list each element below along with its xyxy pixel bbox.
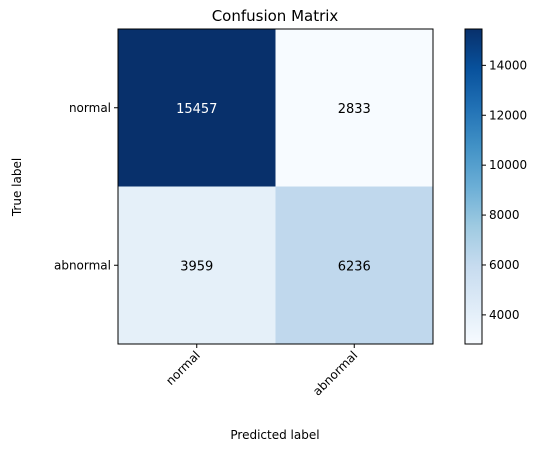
heatmap-cell	[275, 186, 433, 344]
cell-value-label: 6236	[338, 259, 371, 274]
x-tick-label: normal	[163, 348, 203, 388]
plot-frame	[117, 28, 434, 345]
cell-value-label: 15457	[176, 102, 217, 117]
heatmap-cell	[118, 29, 276, 187]
colorbar-tick-label: 6000	[489, 258, 520, 272]
colorbar-tick-label: 4000	[489, 308, 520, 322]
cell-value-label: 2833	[338, 102, 371, 117]
y-tick-label: abnormal	[54, 258, 111, 272]
colorbar-tick-group: 4000 6000 8000 10000 12000 14000	[482, 58, 527, 322]
colorbar-tick-label: 8000	[489, 208, 520, 222]
heatmap-cells: 15457 2833 3959 6236	[118, 29, 433, 344]
y-tick-group: normal abnormal	[54, 101, 118, 272]
heatmap-cell	[118, 186, 276, 344]
x-tick-group: normal abnormal	[163, 344, 360, 398]
colorbar-tick-label: 10000	[489, 158, 527, 172]
chart-title: Confusion Matrix	[212, 7, 339, 25]
colorbar-tick-label: 14000	[489, 58, 527, 72]
y-axis-label: True label	[10, 158, 24, 217]
colorbar	[464, 28, 483, 345]
x-tick-label: abnormal	[310, 348, 360, 398]
colorbar-tick-label: 12000	[489, 108, 527, 122]
heatmap-cell	[275, 29, 433, 187]
y-tick-label: normal	[69, 101, 111, 115]
x-axis-label: Predicted label	[230, 428, 319, 442]
cell-value-label: 3959	[180, 259, 213, 274]
